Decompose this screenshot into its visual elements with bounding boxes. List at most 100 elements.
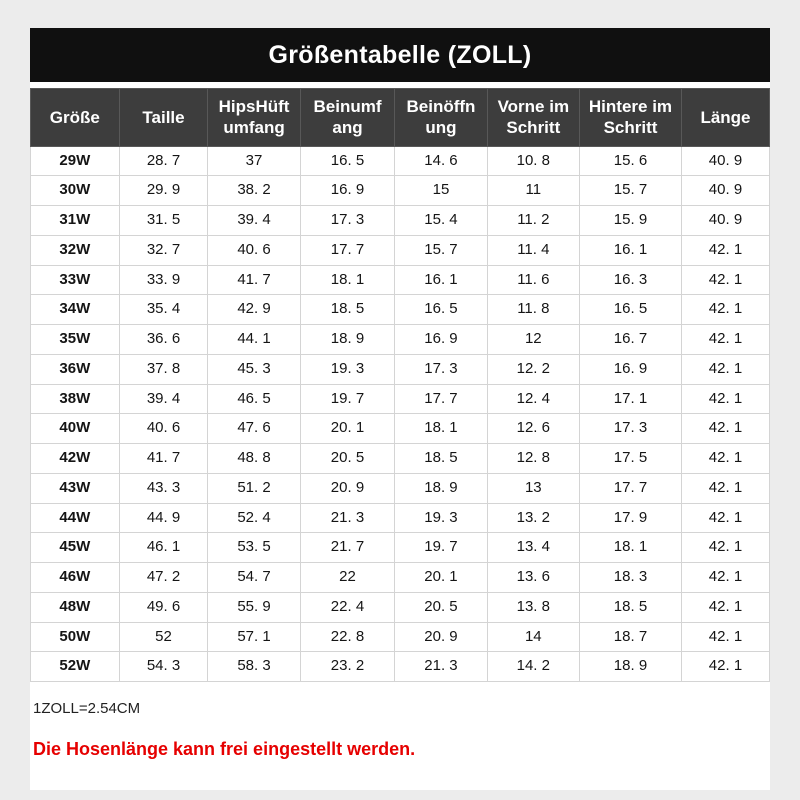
table-row: 48W 49. 6 55. 9 22. 4 20. 5 13. 8 18. 5 42. 1 [30,591,771,623]
value-cell: 18. 9 [579,651,682,682]
value-cell: 49. 6 [118,591,209,623]
value-cell: 20. 5 [299,443,396,474]
length-note: Die Hosenlänge kann frei eingestellt wer… [33,739,416,759]
value-cell: 12. 8 [486,443,581,474]
value-cell: 19. 3 [394,502,488,534]
value-cell: 17. 1 [579,383,682,415]
value-cell: 16. 9 [579,353,682,385]
value-cell: 54. 7 [207,562,301,593]
value-cell: 28. 7 [118,145,209,177]
unit-note: 1ZOLL=2.54CM [33,700,141,717]
value-cell: 11. 4 [486,234,581,266]
value-cell: 16. 5 [299,145,396,177]
value-cell: 11. 6 [486,264,581,296]
value-cell: 15. 4 [394,205,488,236]
value-cell: 41. 7 [118,443,209,474]
value-cell: 42. 1 [680,472,771,504]
value-cell: 42. 1 [680,383,771,415]
table-row: 42W 41. 7 48. 8 20. 5 18. 5 12. 8 17. 5 42. 1 [30,443,771,474]
table-row: 29W 28. 7 37 16. 5 14. 6 10. 8 15. 6 40. 9 [30,145,771,177]
value-cell: 11 [486,175,581,206]
value-cell: 20. 9 [299,472,396,504]
value-cell: 18. 1 [394,413,488,444]
value-cell: 19. 7 [394,532,488,563]
value-cell: 12 [486,324,581,355]
table-row: 40W 40. 6 47. 6 20. 1 18. 1 12. 6 17. 3 42. 1 [30,413,771,444]
value-cell: 52 [118,621,209,653]
value-cell: 33. 9 [118,264,209,296]
value-cell: 39. 4 [207,205,301,236]
size-cell: 45W [30,532,120,563]
value-cell: 32. 7 [118,234,209,266]
size-cell: 52W [30,651,120,682]
title-bar: Größentabelle (ZOLL) [30,28,770,82]
value-cell: 15 [394,175,488,206]
column-header: Größe [30,88,120,147]
table-row: 34W 35. 4 42. 9 18. 5 16. 5 11. 8 16. 5 42. 1 [30,294,771,325]
value-cell: 16. 5 [394,294,488,325]
column-header: Hintere im Schritt [579,88,682,147]
value-cell: 44. 9 [118,502,209,534]
value-cell: 20. 9 [394,621,488,653]
column-header: Beinöffn ung [394,88,488,147]
size-table-body: 29W 28. 7 37 16. 5 14. 6 10. 8 15. 6 40. 9 30W 29… [30,145,771,682]
column-header: Länge [680,88,771,147]
size-table-header: Größe Taille HipsHüft umfang Beinumf ang Bei… [30,88,771,147]
column-header: Vorne im Schritt [486,88,581,147]
value-cell: 40. 6 [118,413,209,444]
value-cell: 18. 1 [579,532,682,563]
value-cell: 21. 7 [299,532,396,563]
table-row: 32W 32. 7 40. 6 17. 7 15. 7 11. 4 16. 1 42. 1 [30,234,771,266]
value-cell: 42. 1 [680,264,771,296]
value-cell: 22. 8 [299,621,396,653]
value-cell: 18. 3 [579,562,682,593]
value-cell: 17. 3 [579,413,682,444]
value-cell: 18. 5 [394,443,488,474]
value-cell: 16. 1 [579,234,682,266]
value-cell: 37. 8 [118,353,209,385]
table-row: 46W 47. 2 54. 7 22 20. 1 13. 6 18. 3 42. 1 [30,562,771,593]
value-cell: 20. 1 [299,413,396,444]
value-cell: 55. 9 [207,591,301,623]
value-cell: 52. 4 [207,502,301,534]
value-cell: 45. 3 [207,353,301,385]
value-cell: 18. 7 [579,621,682,653]
size-cell: 30W [30,175,120,206]
value-cell: 11. 8 [486,294,581,325]
value-cell: 17. 7 [394,383,488,415]
value-cell: 36. 6 [118,324,209,355]
value-cell: 20. 5 [394,591,488,623]
value-cell: 42. 1 [680,413,771,444]
size-chart-table: Größe Taille HipsHüft umfang Beinumf ang Bei… [30,88,771,682]
value-cell: 42. 1 [680,651,771,682]
value-cell: 39. 4 [118,383,209,415]
table-row: 36W 37. 8 45. 3 19. 3 17. 3 12. 2 16. 9 42. 1 [30,353,771,385]
value-cell: 19. 7 [299,383,396,415]
value-cell: 42. 1 [680,294,771,325]
value-cell: 17. 7 [299,234,396,266]
value-cell: 58. 3 [207,651,301,682]
value-cell: 10. 8 [486,145,581,177]
size-cell: 32W [30,234,120,266]
value-cell: 18. 5 [579,591,682,623]
value-cell: 22 [299,562,396,593]
value-cell: 18. 5 [299,294,396,325]
value-cell: 11. 2 [486,205,581,236]
value-cell: 38. 2 [207,175,301,206]
size-cell: 34W [30,294,120,325]
value-cell: 15. 9 [579,205,682,236]
column-header: Beinumf ang [299,88,396,147]
value-cell: 54. 3 [118,651,209,682]
value-cell: 18. 1 [299,264,396,296]
value-cell: 29. 9 [118,175,209,206]
value-cell: 47. 6 [207,413,301,444]
value-cell: 16. 3 [579,264,682,296]
value-cell: 21. 3 [394,651,488,682]
value-cell: 14. 6 [394,145,488,177]
value-cell: 40. 6 [207,234,301,266]
page-container: Größentabelle (ZOLL) Größe Taille HipsHüft… [30,28,771,790]
size-cell: 31W [30,205,120,236]
value-cell: 42. 1 [680,532,771,563]
value-cell: 19. 3 [299,353,396,385]
value-cell: 42. 1 [680,562,771,593]
